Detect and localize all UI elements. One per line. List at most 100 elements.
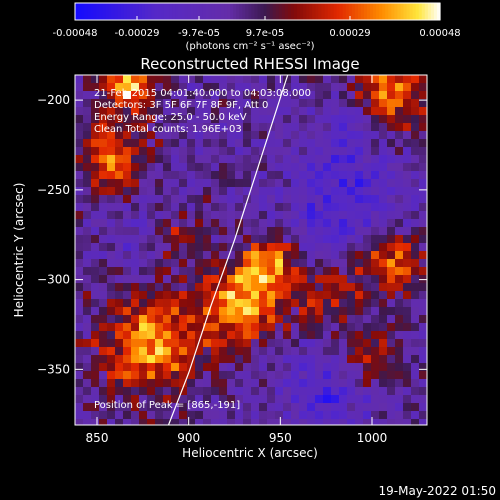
heatmap-cell (251, 243, 259, 251)
heatmap-cell (283, 163, 291, 171)
heatmap-cell (155, 139, 163, 147)
heatmap-cell (307, 275, 315, 283)
heatmap-cell (363, 323, 371, 331)
heatmap-cell (251, 339, 259, 347)
heatmap-cell (283, 347, 291, 355)
heatmap-cell (131, 251, 139, 259)
heatmap-cell (331, 139, 339, 147)
heatmap-cell (403, 419, 411, 425)
heatmap-cell (211, 275, 219, 283)
heatmap-cell (83, 155, 91, 163)
heatmap-cell (99, 363, 107, 371)
heatmap-cell (171, 363, 179, 371)
heatmap-cell (235, 131, 243, 139)
heatmap-cell (235, 211, 243, 219)
heatmap-cell (243, 99, 251, 107)
heatmap-cell (203, 227, 211, 235)
heatmap-cell (243, 315, 251, 323)
heatmap-cell (331, 107, 339, 115)
colorbar-segment (360, 3, 365, 20)
heatmap-cell (131, 75, 139, 83)
heatmap-cell (387, 211, 395, 219)
heatmap-cell (91, 403, 99, 411)
heatmap-cell (339, 419, 347, 425)
heatmap-cell (75, 251, 83, 259)
heatmap-cell (211, 299, 219, 307)
heatmap-cell (315, 91, 323, 99)
colorbar-segment (208, 3, 213, 20)
heatmap-cell (307, 403, 315, 411)
heatmap-cell (107, 179, 115, 187)
heatmap-cell (379, 331, 387, 339)
heatmap-cell (403, 131, 411, 139)
heatmap-cell (107, 219, 115, 227)
heatmap-cell (291, 131, 299, 139)
heatmap-cell (371, 291, 379, 299)
heatmap-cell (403, 179, 411, 187)
heatmap-cell (387, 395, 395, 403)
heatmap-cell (371, 307, 379, 315)
heatmap-cell (363, 147, 371, 155)
heatmap-cell (227, 163, 235, 171)
heatmap-cell (91, 235, 99, 243)
heatmap-cell (291, 419, 299, 425)
heatmap-cell (283, 275, 291, 283)
colorbar-segment (300, 3, 304, 20)
heatmap-cell (323, 339, 331, 347)
heatmap-cell (115, 99, 123, 107)
heatmap-cell (139, 395, 147, 403)
heatmap-cell (291, 227, 299, 235)
heatmap-cell (259, 347, 267, 355)
heatmap-cell (179, 291, 187, 299)
heatmap-cell (107, 163, 115, 171)
heatmap-cell (411, 291, 419, 299)
heatmap-cell (419, 275, 427, 283)
heatmap-cell (299, 419, 307, 425)
heatmap-cell (411, 315, 419, 323)
heatmap-cell (211, 131, 219, 139)
heatmap-cell (403, 219, 411, 227)
heatmap-cell (315, 75, 323, 83)
heatmap-cell (139, 171, 147, 179)
heatmap-cell (331, 307, 339, 315)
heatmap-cell (403, 195, 411, 203)
heatmap-cell (339, 355, 347, 363)
heatmap-cell (83, 363, 91, 371)
heatmap-cell (275, 139, 283, 147)
heatmap-cell (171, 155, 179, 163)
heatmap-cell (115, 195, 123, 203)
heatmap-cell (395, 315, 403, 323)
heatmap-cell (147, 203, 155, 211)
heatmap-cell (203, 331, 211, 339)
heatmap-cell (99, 403, 107, 411)
heatmap-cell (411, 251, 419, 259)
heatmap-cell (419, 251, 427, 259)
heatmap-cell (371, 227, 379, 235)
heatmap-cell (155, 299, 163, 307)
heatmap-cell (187, 339, 195, 347)
heatmap-cell (115, 115, 123, 123)
heatmap-cell (227, 99, 235, 107)
heatmap-cell (307, 139, 315, 147)
heatmap-cell (347, 147, 355, 155)
heatmap-cell (99, 379, 107, 387)
heatmap-cell (139, 355, 147, 363)
heatmap-cell (155, 107, 163, 115)
heatmap-cell (395, 355, 403, 363)
colorbar-segment (257, 3, 262, 20)
heatmap-cell (131, 123, 139, 131)
heatmap-cell (419, 259, 427, 267)
heatmap-cell (107, 251, 115, 259)
heatmap-cell (379, 139, 387, 147)
heatmap-cell (235, 339, 243, 347)
heatmap-cell (299, 99, 307, 107)
heatmap-cell (251, 291, 259, 299)
heatmap-cell (91, 123, 99, 131)
heatmap-cell (107, 275, 115, 283)
heatmap-cell (267, 163, 275, 171)
heatmap-cell (419, 75, 427, 83)
heatmap-cell (91, 371, 99, 379)
heatmap-cell (219, 323, 227, 331)
heatmap-cell (379, 123, 387, 131)
heatmap-cell (371, 195, 379, 203)
